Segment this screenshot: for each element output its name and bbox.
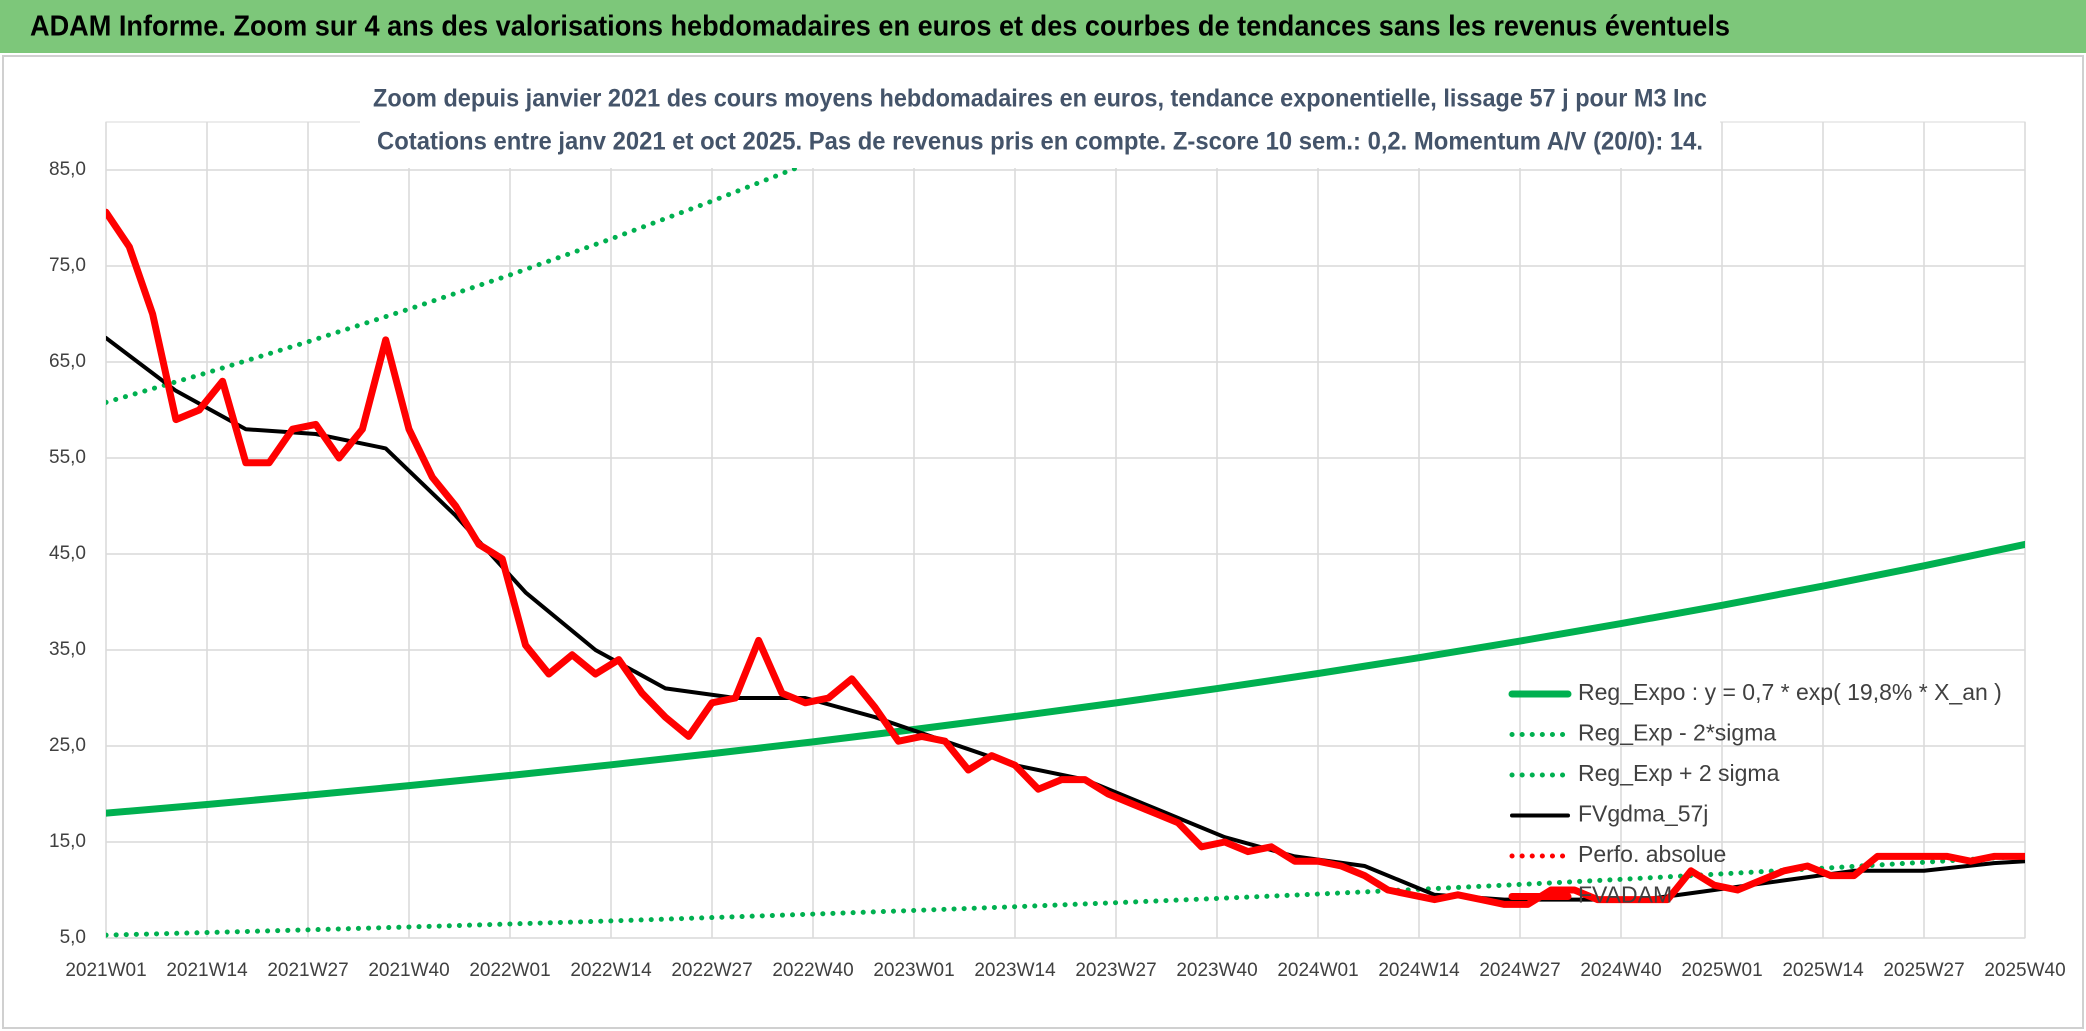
x-tick-label: 2021W27 [267, 960, 348, 981]
x-tick-label: 2025W40 [1984, 960, 2065, 981]
x-tick-label: 2025W14 [1782, 960, 1864, 981]
x-tick-label: 2021W14 [166, 960, 248, 981]
x-tick-label: 2024W14 [1378, 960, 1460, 981]
x-tick-label: 2023W27 [1075, 960, 1156, 981]
legend-label: FVADAM [1578, 882, 1672, 908]
y-tick-label: 25,0 [49, 735, 86, 756]
x-tick-label: 2025W27 [1883, 960, 1964, 981]
y-tick-label: 45,0 [49, 543, 86, 564]
title-box [360, 82, 1720, 168]
y-tick-label: 5,0 [60, 927, 86, 948]
y-tick-label: 75,0 [49, 255, 86, 276]
y-tick-label: 15,0 [49, 831, 86, 852]
legend-label: Reg_Expo : y = 0,7 * exp( 19,8% * X_an ) [1578, 679, 2002, 705]
x-tick-label: 2024W40 [1580, 960, 1661, 981]
legend-label: Reg_Exp + 2 sigma [1578, 760, 1780, 786]
chart-title: Zoom depuis janvier 2021 des cours moyen… [373, 85, 1707, 113]
chart-area [2, 55, 2084, 1029]
series-line [106, 208, 2025, 908]
header-bar [0, 0, 2086, 53]
x-tick-label: 2025W01 [1681, 960, 1762, 981]
legend-label: Reg_Exp - 2*sigma [1578, 720, 1776, 746]
x-tick-label: 2021W40 [368, 960, 449, 981]
plot [106, 122, 2025, 938]
legend-label: Perfo. absolue [1578, 841, 1726, 867]
x-tick-label: 2023W01 [873, 960, 954, 981]
y-tick-label: 55,0 [49, 447, 86, 468]
series-line [106, 540, 2025, 817]
series-line [106, 853, 2025, 938]
legend-label: FVgdma_57j [1578, 801, 1708, 827]
y-tick-label: 35,0 [49, 639, 86, 660]
x-tick-label: 2022W14 [570, 960, 652, 981]
x-tick-label: 2022W27 [671, 960, 752, 981]
grid: 5,0 15,0 25,0 35,0 45,0 55,0 65,0 75,0 85,0 2021W… [49, 121, 2066, 981]
x-tick-label: 2024W27 [1479, 960, 1560, 981]
x-tick-label: 2021W01 [65, 960, 146, 981]
y-tick-label: 65,0 [49, 351, 86, 372]
y-tick-label: 85,0 [49, 159, 86, 180]
x-tick-label: 2022W40 [772, 960, 853, 981]
legend: Reg_Expo : y = 0,7 * exp( 19,8% * X_an )… [1508, 679, 2002, 908]
series-line [106, 122, 915, 405]
x-tick-label: 2024W01 [1277, 960, 1358, 981]
x-tick-label: 2023W40 [1176, 960, 1257, 981]
chart-subtitle: Cotations entre janv 2021 et oct 2025. P… [377, 128, 1703, 156]
x-tick-label: 2023W14 [974, 960, 1056, 981]
header-title: ADAM Informe. Zoom sur 4 ans des valoris… [30, 11, 1730, 43]
x-tick-label: 2022W01 [469, 960, 550, 981]
